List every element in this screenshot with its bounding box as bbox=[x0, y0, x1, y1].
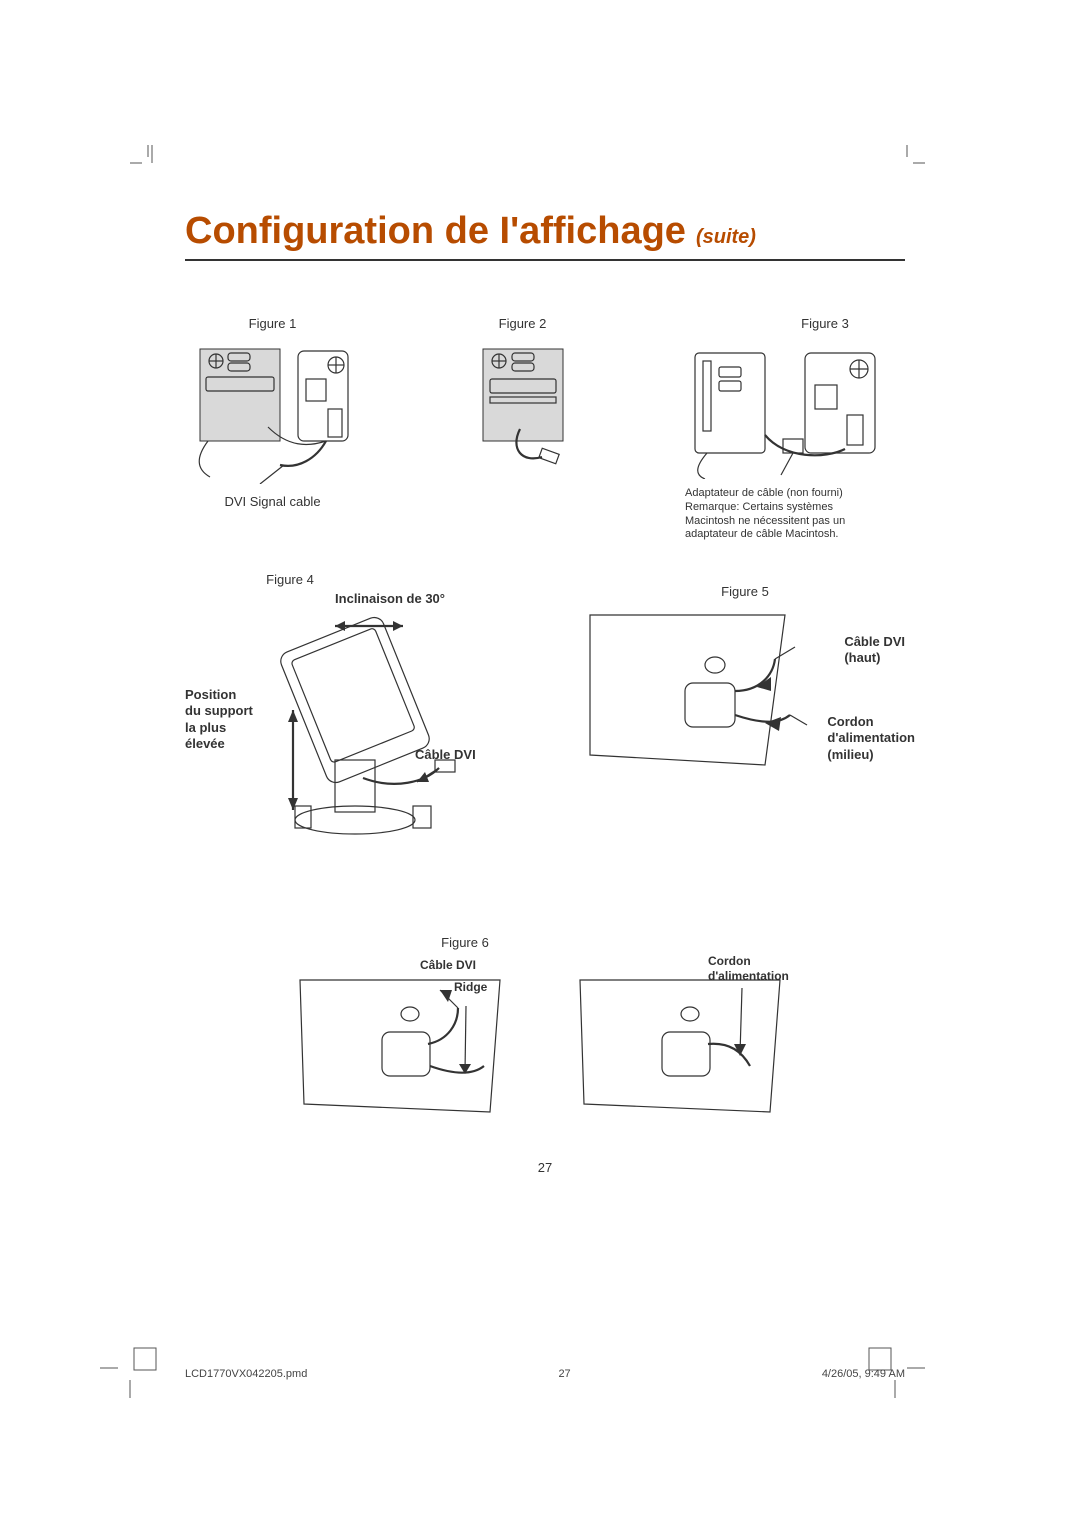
figure-3-illustration bbox=[685, 339, 905, 479]
figure-4-caption: Figure 4 bbox=[95, 572, 485, 587]
figure-6-caption: Figure 6 bbox=[25, 935, 905, 950]
figure-6-cable-label: Câble DVI bbox=[420, 958, 476, 973]
page: Configuration de I'affichage (suite) Fig… bbox=[0, 0, 1080, 1528]
figure-2-illustration bbox=[468, 339, 578, 474]
figure-4-tilt-label: Inclinaison de 30° bbox=[185, 591, 445, 606]
crop-mark-tl bbox=[130, 145, 166, 181]
crop-mark-bl bbox=[100, 1338, 160, 1398]
figure-1-label: DVI Signal cable bbox=[224, 494, 320, 509]
page-number: 27 bbox=[185, 1160, 905, 1175]
figure-6-left: Câble DVI Ridge bbox=[290, 962, 520, 1132]
figure-6-cord-label: Cordon d'alimentation bbox=[708, 954, 789, 984]
figure-5-caption: Figure 5 bbox=[585, 584, 905, 599]
figure-3: Figure 3 bbox=[685, 316, 905, 542]
figure-6-row: Câble DVI Ridge Cordon d'alimentation bbox=[185, 962, 905, 1132]
figure-1-caption: Figure 1 bbox=[249, 316, 297, 331]
footer-file: LCD1770VX042205.pmd bbox=[185, 1368, 307, 1380]
figure-4: Figure 4 Inclinaison de 30° bbox=[185, 572, 485, 845]
figure-1: Figure 1 bbox=[185, 316, 360, 542]
figure-row-2: Figure 4 Inclinaison de 30° bbox=[185, 572, 905, 845]
figure-row-1: Figure 1 bbox=[185, 316, 905, 542]
footer: LCD1770VX042205.pmd 27 4/26/05, 9:49 AM bbox=[185, 1368, 905, 1380]
figure-2: Figure 2 bbox=[458, 316, 588, 542]
figure-6: Figure 6 Câble DVI Ridge bbox=[185, 935, 905, 1132]
figure-6-right-illustration bbox=[570, 962, 800, 1127]
figure-6-right: Cordon d'alimentation bbox=[570, 962, 800, 1132]
page-title: Configuration de I'affichage bbox=[185, 210, 686, 253]
figure-4-cable-label: Câble DVI bbox=[415, 747, 476, 763]
content-area: Configuration de I'affichage (suite) Fig… bbox=[185, 210, 905, 1147]
figure-6-ridge-label: Ridge bbox=[454, 980, 487, 995]
figure-4-position-label: Position du support la plus élevée bbox=[185, 687, 253, 752]
footer-page: 27 bbox=[558, 1368, 570, 1380]
footer-date: 4/26/05, 9:49 AM bbox=[822, 1368, 905, 1380]
page-title-row: Configuration de I'affichage (suite) bbox=[185, 210, 905, 261]
figure-5: Figure 5 Câble DVI (haut) Cordon d bbox=[585, 584, 905, 810]
figure-3-caption: Figure 3 bbox=[801, 316, 849, 331]
figure-5-cord-label: Cordon d'alimentation (milieu) bbox=[827, 714, 915, 763]
figure-5-cable-top-label: Câble DVI (haut) bbox=[844, 634, 905, 667]
page-title-suite: (suite) bbox=[696, 226, 756, 249]
figure-3-note: Adaptateur de câble (non fourni) Remarqu… bbox=[685, 487, 880, 542]
crop-mark-tr bbox=[889, 145, 925, 181]
figure-2-caption: Figure 2 bbox=[499, 316, 547, 331]
figure-1-illustration bbox=[188, 339, 358, 484]
